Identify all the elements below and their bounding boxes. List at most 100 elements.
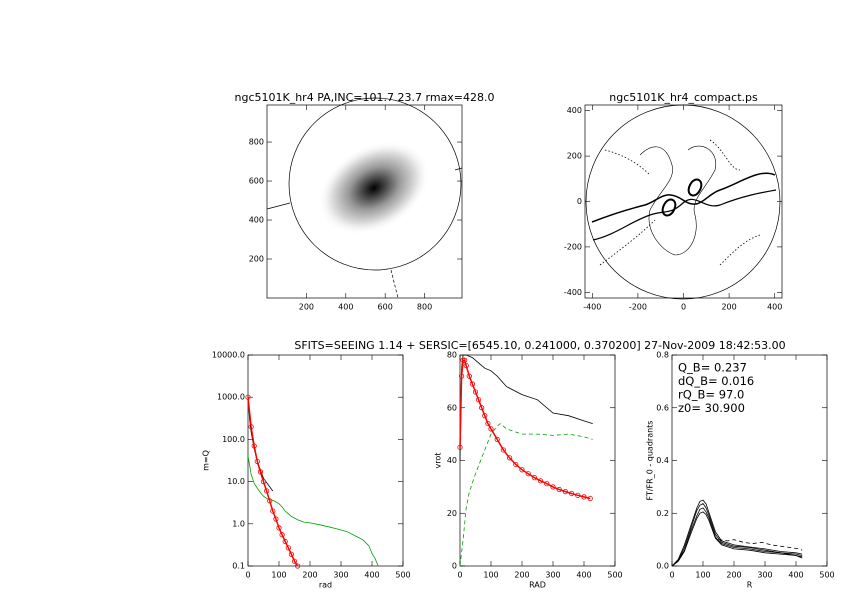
y-tick-label: 10000.0 xyxy=(212,351,245,360)
point-marker xyxy=(462,357,468,363)
x-tick-label: 0 xyxy=(669,571,674,580)
point-marker xyxy=(279,532,285,538)
point-marker xyxy=(479,405,485,411)
point-marker xyxy=(248,424,254,430)
point-marker xyxy=(285,545,291,551)
y-tick-label: 60 xyxy=(447,403,457,412)
y-tick-label: 200 xyxy=(567,152,582,161)
series-line xyxy=(671,507,803,567)
x-tick-label: 600 xyxy=(378,303,393,312)
point-marker xyxy=(550,484,556,490)
galaxy-image xyxy=(266,97,463,299)
y-tick-label: 20 xyxy=(447,509,457,518)
series-line xyxy=(459,354,593,461)
point-marker xyxy=(251,443,257,449)
point-marker xyxy=(472,389,479,395)
plot-frame xyxy=(247,354,404,567)
y-tick-label: 200 xyxy=(249,255,264,264)
y-tick-label: 600 xyxy=(249,177,264,186)
point-marker xyxy=(270,508,276,514)
x-tick-label: 500 xyxy=(819,571,834,580)
point-marker xyxy=(469,381,475,387)
x-tick-label: 200 xyxy=(299,303,314,312)
x-tick-label: 500 xyxy=(607,571,622,580)
y-tick-label: 0.8 xyxy=(656,351,669,360)
y-tick-label: 0.6 xyxy=(656,403,669,412)
point-marker xyxy=(485,420,491,427)
point-marker xyxy=(254,458,260,465)
y-tick-label: 1.0 xyxy=(232,519,245,528)
plot-frame xyxy=(459,354,616,567)
point-marker xyxy=(458,373,465,379)
x-tick-label: 200 xyxy=(514,571,529,580)
x-tick-label: -400 xyxy=(583,303,601,312)
point-marker xyxy=(562,489,569,495)
point-marker xyxy=(581,494,587,500)
point-marker xyxy=(506,455,513,461)
series-line xyxy=(671,511,803,567)
point-marker xyxy=(513,461,519,468)
x-tick-label: 0 xyxy=(457,571,462,580)
y-axis-label: m=Q xyxy=(202,450,211,471)
point-marker xyxy=(460,357,466,363)
x-tick-label: 300 xyxy=(757,571,772,580)
x-tick-label: 800 xyxy=(417,303,432,312)
point-marker xyxy=(245,394,251,400)
y-tick-label: 0.0 xyxy=(656,562,669,571)
y-tick-label: 40 xyxy=(447,456,457,465)
x-tick-label: 100 xyxy=(483,571,498,580)
x-tick-label: 100 xyxy=(695,571,710,580)
point-marker xyxy=(544,481,550,487)
point-marker xyxy=(257,469,263,475)
y-tick-label: 0 xyxy=(577,197,582,206)
series-line xyxy=(671,499,803,567)
point-marker xyxy=(276,525,282,531)
point-marker xyxy=(457,444,463,450)
annotation: dQ_B= 0.016 xyxy=(678,374,754,388)
point-marker xyxy=(466,373,472,379)
point-marker xyxy=(575,492,581,498)
contour-lines xyxy=(585,104,781,300)
panel-title: ngc5101K_hr4_compact.ps xyxy=(609,91,758,104)
y-axis-label: FT/FR_0 - quadrants xyxy=(646,421,655,501)
y-tick-label: 0.1 xyxy=(232,562,245,571)
point-marker xyxy=(475,397,482,403)
series-line xyxy=(459,423,593,567)
y-tick-label: 0.4 xyxy=(656,456,669,465)
x-axis-label: R xyxy=(747,581,753,590)
x-tick-label: 400 xyxy=(338,303,353,312)
point-marker xyxy=(556,486,562,493)
y-tick-label: 1000.0 xyxy=(217,393,245,402)
x-tick-label: 200 xyxy=(721,303,736,312)
x-tick-label: 100 xyxy=(271,571,286,580)
point-marker xyxy=(260,478,267,485)
series-line xyxy=(718,539,803,551)
y-tick-label: -400 xyxy=(564,288,582,297)
y-tick-label: 100.0 xyxy=(222,435,245,444)
y-tick-label: -200 xyxy=(564,242,582,251)
plot-frame xyxy=(266,104,463,299)
y-tick-label: 0 xyxy=(452,562,457,571)
y-tick-label: 400 xyxy=(249,216,264,225)
point-marker xyxy=(494,436,500,442)
x-tick-label: 400 xyxy=(767,303,782,312)
point-marker xyxy=(500,447,506,453)
point-marker xyxy=(587,495,593,502)
x-tick-label: 400 xyxy=(364,571,379,580)
x-tick-label: 300 xyxy=(545,571,560,580)
x-tick-label: -200 xyxy=(629,303,647,312)
y-tick-label: 0.2 xyxy=(656,509,669,518)
annotation: Q_B= 0.237 xyxy=(678,361,747,375)
series-line xyxy=(247,397,299,567)
suptitle: SFITS=SEEING 1.14 + SERSIC=[6545.10, 0.2… xyxy=(294,339,785,352)
point-marker xyxy=(263,488,270,494)
x-tick-label: 0 xyxy=(681,303,686,312)
point-marker xyxy=(525,471,531,477)
point-marker xyxy=(488,426,494,432)
y-axis-label: vrot xyxy=(434,453,443,469)
point-marker xyxy=(288,551,294,557)
x-tick-label: 400 xyxy=(788,571,803,580)
y-tick-label: 80 xyxy=(447,351,457,360)
